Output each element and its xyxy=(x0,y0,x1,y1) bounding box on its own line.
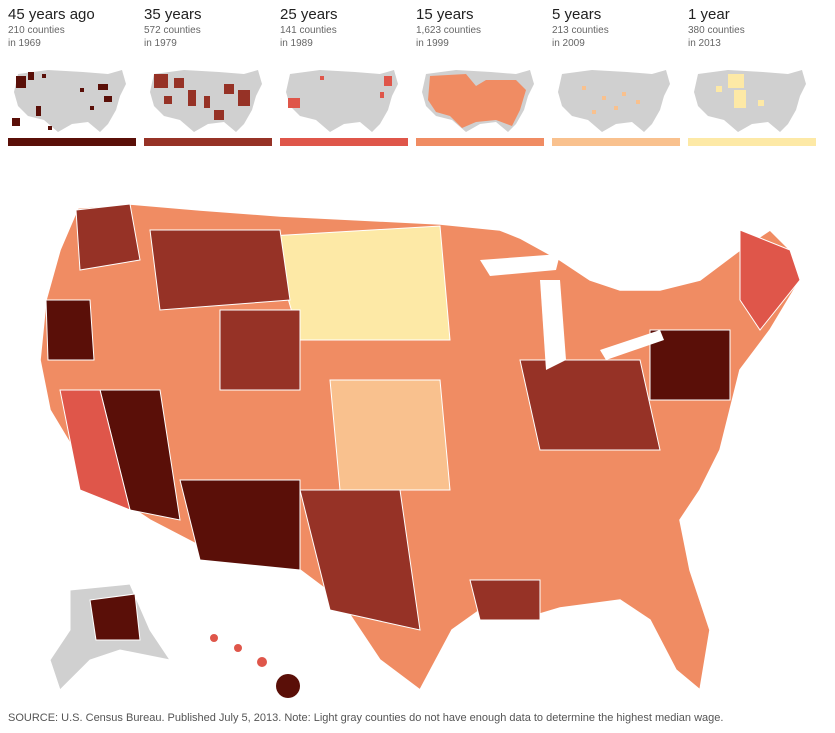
legend-thumbnail-map xyxy=(422,70,534,132)
legend-title: 15 years xyxy=(416,6,474,23)
legend-count: 141 counties xyxy=(280,25,337,36)
region-pennsylvania xyxy=(649,329,731,401)
legend-title: 45 years ago xyxy=(8,6,95,23)
source-note: SOURCE: U.S. Census Bureau. Published Ju… xyxy=(8,712,724,724)
lake-michigan xyxy=(540,280,566,370)
hawaii-kauai xyxy=(210,634,218,642)
legend-title: 35 years xyxy=(144,6,202,23)
lake-erie xyxy=(600,330,664,360)
hawaii-maui xyxy=(257,657,267,667)
hawaii-oahu xyxy=(234,644,242,652)
hawaii-big-island xyxy=(276,674,300,698)
legend-year: in 1979 xyxy=(144,38,177,49)
legend: 45 years ago 210 counties in 1969 35 yea… xyxy=(8,6,828,154)
legend-count: 572 counties xyxy=(144,25,201,36)
legend-thumbnail-map xyxy=(558,70,670,132)
legend-item-5-years: 5 years 213 counties in 2009 xyxy=(552,6,680,146)
us-county-map xyxy=(39,203,801,698)
region-dakotas xyxy=(269,225,451,341)
legend-title: 5 years xyxy=(552,6,602,23)
legend-swatch xyxy=(8,138,136,146)
legend-item-15-years: 15 years 1,623 counties in 1999 xyxy=(416,6,544,146)
legend-swatch xyxy=(416,138,544,146)
alaska-interior xyxy=(89,593,141,641)
legend-count: 1,623 counties xyxy=(416,25,482,36)
lake-superior xyxy=(480,254,560,276)
legend-year: in 1999 xyxy=(416,38,449,49)
region-ohio-valley xyxy=(519,359,661,451)
region-kansas xyxy=(329,379,451,491)
region-arizona-nm xyxy=(179,479,301,571)
legend-count: 210 counties xyxy=(8,25,65,36)
legend-item-45-years: 45 years ago 210 counties in 1969 xyxy=(8,6,136,146)
region-new-england xyxy=(739,229,801,331)
region-oregon-coast xyxy=(45,299,95,361)
region-idaho-montana xyxy=(149,229,291,311)
legend-year: in 2009 xyxy=(552,38,585,49)
legend-title: 1 year xyxy=(688,6,730,23)
legend-count: 213 counties xyxy=(552,25,609,36)
legend-thumbnail-map xyxy=(286,70,398,132)
legend-thumbnail-map xyxy=(12,70,126,132)
legend-item-25-years: 25 years 141 counties in 1989 xyxy=(280,6,408,146)
legend-swatch xyxy=(144,138,272,146)
legend-thumbnail-map xyxy=(150,70,262,132)
legend-year: in 2013 xyxy=(688,38,721,49)
legend-year: in 1989 xyxy=(280,38,313,49)
legend-thumbnail-map xyxy=(694,70,806,132)
legend-item-1-year: 1 year 380 counties in 2013 xyxy=(688,6,816,146)
legend-item-35-years: 35 years 572 counties in 1979 xyxy=(144,6,272,146)
legend-title: 25 years xyxy=(280,6,338,23)
legend-year: in 1969 xyxy=(8,38,41,49)
legend-swatch xyxy=(688,138,816,146)
region-wyoming xyxy=(219,309,301,391)
region-louisiana xyxy=(469,579,541,621)
legend-swatch xyxy=(280,138,408,146)
region-washington xyxy=(75,203,141,271)
legend-swatch xyxy=(552,138,680,146)
legend-count: 380 counties xyxy=(688,25,745,36)
region-california xyxy=(59,389,131,511)
region-texas-panhandle xyxy=(299,489,421,631)
